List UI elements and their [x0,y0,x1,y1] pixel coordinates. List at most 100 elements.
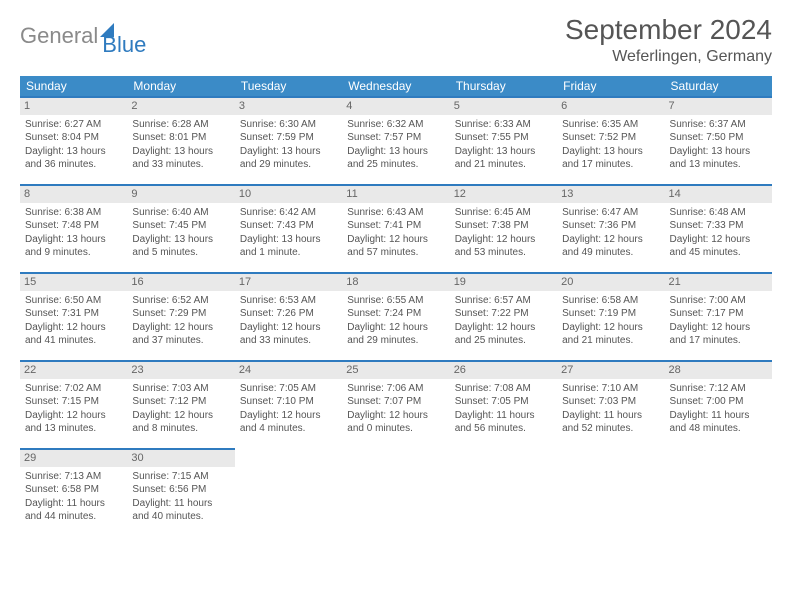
day-details: Sunrise: 7:08 AMSunset: 7:05 PMDaylight:… [455,382,552,436]
daylight-text: Daylight: 11 hours [132,497,229,511]
sunrise-text: Sunrise: 6:40 AM [132,206,229,220]
calendar-day-cell: 7Sunrise: 6:37 AMSunset: 7:50 PMDaylight… [665,97,772,185]
calendar-table: SundayMondayTuesdayWednesdayThursdayFrid… [20,76,772,537]
daylight-text: Daylight: 13 hours [25,233,122,247]
day-number: 21 [665,274,772,291]
sunrise-text: Sunrise: 6:47 AM [562,206,659,220]
day-details: Sunrise: 7:12 AMSunset: 7:00 PMDaylight:… [670,382,767,436]
calendar-week-row: 8 Sunrise: 6:38 AMSunset: 7:48 PMDaylight… [20,185,772,273]
day-details: Sunrise: 6:47 AMSunset: 7:36 PMDaylight:… [562,206,659,260]
sunset-text: Sunset: 8:04 PM [25,131,122,145]
daylight-text: and 4 minutes. [240,422,337,436]
calendar-empty-cell [557,449,664,537]
sunset-text: Sunset: 7:38 PM [455,219,552,233]
daylight-text: and 25 minutes. [347,158,444,172]
calendar-day-cell: 27 Sunrise: 7:10 AMSunset: 7:03 PMDayligh… [557,361,664,449]
daylight-text: Daylight: 12 hours [25,321,122,335]
daylight-text: and 13 minutes. [670,158,767,172]
daylight-text: and 0 minutes. [347,422,444,436]
dow-header: Tuesday [235,76,342,97]
day-details: Sunrise: 7:00 AMSunset: 7:17 PMDaylight:… [670,294,767,348]
day-number: 29 [20,450,127,467]
day-details: Sunrise: 7:02 AMSunset: 7:15 PMDaylight:… [25,382,122,436]
day-details: Sunrise: 7:10 AMSunset: 7:03 PMDaylight:… [562,382,659,436]
day-details: Sunrise: 7:15 AMSunset: 6:56 PMDaylight:… [132,470,229,524]
day-details: Sunrise: 6:38 AMSunset: 7:48 PMDaylight:… [25,206,122,260]
daylight-text: Daylight: 13 hours [347,145,444,159]
dow-header: Thursday [450,76,557,97]
sunrise-text: Sunrise: 6:48 AM [670,206,767,220]
daylight-text: Daylight: 12 hours [132,321,229,335]
sunset-text: Sunset: 7:36 PM [562,219,659,233]
daylight-text: Daylight: 13 hours [240,233,337,247]
sunrise-text: Sunrise: 7:02 AM [25,382,122,396]
sunrise-text: Sunrise: 6:50 AM [25,294,122,308]
calendar-day-cell: 22Sunrise: 7:02 AMSunset: 7:15 PMDayligh… [20,361,127,449]
sunset-text: Sunset: 7:10 PM [240,395,337,409]
calendar-day-cell: 13 Sunrise: 6:47 AMSunset: 7:36 PMDayligh… [557,185,664,273]
calendar-day-cell: 1Sunrise: 6:27 AMSunset: 8:04 PMDaylight… [20,97,127,185]
sunrise-text: Sunrise: 6:32 AM [347,118,444,132]
sunset-text: Sunset: 7:31 PM [25,307,122,321]
sunset-text: Sunset: 7:29 PM [132,307,229,321]
daylight-text: and 1 minute. [240,246,337,260]
day-number: 7 [665,98,772,115]
day-number: 12 [450,186,557,203]
calendar-day-cell: 26Sunrise: 7:08 AMSunset: 7:05 PMDayligh… [450,361,557,449]
day-details: Sunrise: 6:52 AMSunset: 7:29 PMDaylight:… [132,294,229,348]
calendar-week-row: 15Sunrise: 6:50 AMSunset: 7:31 PMDayligh… [20,273,772,361]
day-number: 13 [557,186,664,203]
day-number: 20 [557,274,664,291]
daylight-text: Daylight: 13 hours [132,145,229,159]
day-number: 28 [665,362,772,379]
sunrise-text: Sunrise: 6:38 AM [25,206,122,220]
day-details: Sunrise: 6:35 AMSunset: 7:52 PMDaylight:… [562,118,659,172]
day-number: 17 [235,274,342,291]
daylight-text: Daylight: 12 hours [347,409,444,423]
logo: General Blue [20,14,146,58]
calendar-empty-cell [665,449,772,537]
daylight-text: and 52 minutes. [562,422,659,436]
daylight-text: and 8 minutes. [132,422,229,436]
location: Weferlingen, Germany [565,48,772,66]
daylight-text: and 29 minutes. [347,334,444,348]
sunrise-text: Sunrise: 6:37 AM [670,118,767,132]
day-details: Sunrise: 7:03 AMSunset: 7:12 PMDaylight:… [132,382,229,436]
day-details: Sunrise: 6:50 AMSunset: 7:31 PMDaylight:… [25,294,122,348]
day-number: 8 [20,186,127,203]
daylight-text: Daylight: 12 hours [562,233,659,247]
sunset-text: Sunset: 7:12 PM [132,395,229,409]
calendar-day-cell: 29Sunrise: 7:13 AMSunset: 6:58 PMDayligh… [20,449,127,537]
day-number: 16 [127,274,234,291]
sunset-text: Sunset: 7:33 PM [670,219,767,233]
daylight-text: and 48 minutes. [670,422,767,436]
day-number: 10 [235,186,342,203]
day-number: 27 [557,362,664,379]
sunrise-text: Sunrise: 6:45 AM [455,206,552,220]
daylight-text: and 57 minutes. [347,246,444,260]
sunrise-text: Sunrise: 7:06 AM [347,382,444,396]
daylight-text: Daylight: 12 hours [132,409,229,423]
sunset-text: Sunset: 7:59 PM [240,131,337,145]
calendar-day-cell: 10Sunrise: 6:42 AMSunset: 7:43 PMDayligh… [235,185,342,273]
day-details: Sunrise: 6:55 AMSunset: 7:24 PMDaylight:… [347,294,444,348]
sunset-text: Sunset: 7:05 PM [455,395,552,409]
day-number: 6 [557,98,664,115]
day-number: 30 [127,450,234,467]
day-number: 11 [342,186,449,203]
calendar-day-cell: 30 Sunrise: 7:15 AMSunset: 6:56 PMDayligh… [127,449,234,537]
calendar-week-row: 29Sunrise: 7:13 AMSunset: 6:58 PMDayligh… [20,449,772,537]
day-details: Sunrise: 7:06 AMSunset: 7:07 PMDaylight:… [347,382,444,436]
sunrise-text: Sunrise: 7:13 AM [25,470,122,484]
day-number: 23 [127,362,234,379]
daylight-text: Daylight: 11 hours [562,409,659,423]
calendar-day-cell: 14Sunrise: 6:48 AMSunset: 7:33 PMDayligh… [665,185,772,273]
daylight-text: Daylight: 13 hours [455,145,552,159]
daylight-text: and 41 minutes. [25,334,122,348]
sunrise-text: Sunrise: 6:28 AM [132,118,229,132]
calendar-day-cell: 4Sunrise: 6:32 AMSunset: 7:57 PMDaylight… [342,97,449,185]
daylight-text: Daylight: 12 hours [455,233,552,247]
daylight-text: and 33 minutes. [240,334,337,348]
day-details: Sunrise: 6:33 AMSunset: 7:55 PMDaylight:… [455,118,552,172]
calendar-day-cell: 5Sunrise: 6:33 AMSunset: 7:55 PMDaylight… [450,97,557,185]
